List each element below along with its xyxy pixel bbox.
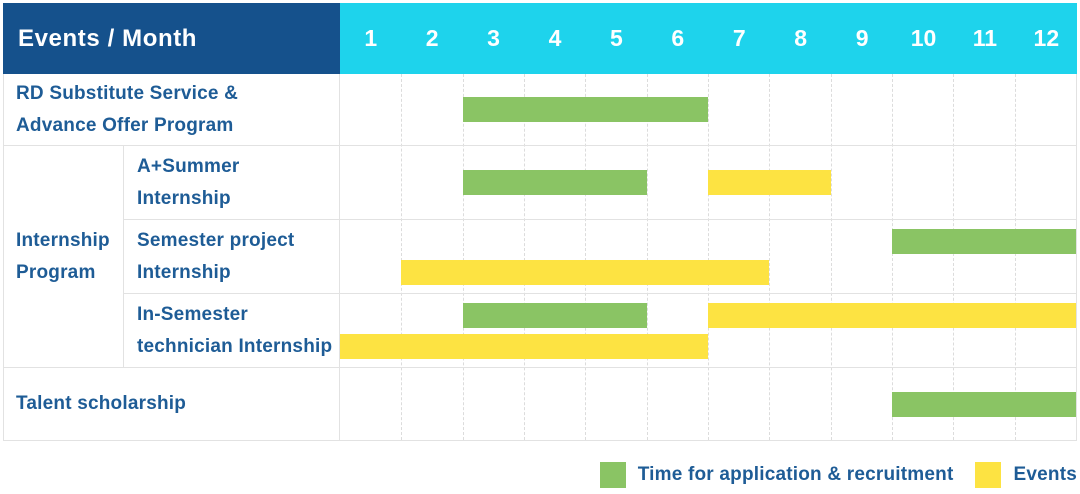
bar-lane-1 — [340, 302, 1076, 328]
bar-events — [708, 170, 831, 195]
table-title: Events / Month — [18, 24, 198, 52]
bar-application — [462, 302, 647, 328]
legend-item-application: Time for application & recruitment — [599, 462, 954, 488]
month-label-12: 12 — [1033, 25, 1060, 51]
legend: Time for application & recruitment Events — [599, 462, 1077, 488]
month-label-8: 8 — [794, 25, 808, 51]
month-label-4: 4 — [548, 25, 562, 51]
month-label-10: 10 — [910, 25, 937, 51]
month-label-7: 7 — [732, 25, 746, 51]
row-label-a-summer-internship: A+Summer Internship — [124, 146, 340, 220]
schedule-table: Events / Month 1 2 3 4 5 6 7 8 9 10 11 12 RD Substi… — [3, 3, 1077, 441]
bar-application — [462, 97, 708, 122]
month-label-11: 11 — [972, 25, 998, 51]
row-label-text: Semester project Internship — [137, 229, 295, 283]
group-cell-internship-program: Internship Program — [4, 146, 124, 368]
row-label-text: RD Substitute Service & Advance Offer Pro… — [16, 82, 239, 136]
table-body: RD Substitute Service & Advance Offer Pro… — [3, 74, 1077, 441]
bar-lane-1 — [340, 228, 1076, 254]
row-label-in-semester-technician-internship: In-Semester technician Internship — [124, 294, 340, 368]
month-label-3: 3 — [487, 25, 500, 51]
group-label: Internship Program — [16, 229, 110, 283]
bar-events — [708, 302, 1076, 328]
header-title-cell: Events / Month — [3, 3, 340, 74]
bar-lane-1 — [340, 391, 1076, 417]
table-header-row: Events / Month 1 2 3 4 5 6 7 8 9 10 11 12 — [3, 3, 1077, 74]
legend-swatch-events — [975, 462, 1002, 488]
legend-item-events: Events — [975, 462, 1077, 488]
chart-cell-row-1 — [340, 74, 1076, 146]
bar-application — [892, 391, 1076, 417]
row-label-text: In-Semester technician Internship — [137, 303, 333, 357]
bar-events — [340, 333, 708, 359]
row-label-text: Talent scholarship — [16, 393, 187, 414]
chart-cell-row-2 — [340, 146, 1076, 220]
month-label-1: 1 — [364, 25, 378, 51]
bar-application — [462, 170, 647, 195]
month-label-5: 5 — [610, 25, 623, 51]
bar-lane-1 — [340, 170, 1076, 195]
bar-events — [401, 259, 770, 285]
chart-cell-row-5 — [340, 368, 1076, 440]
month-header-strip: 1 2 3 4 5 6 7 8 9 10 11 12 — [340, 3, 1077, 74]
bar-lane-2 — [340, 259, 1076, 285]
month-label-6: 6 — [671, 25, 685, 51]
bar-application — [892, 228, 1076, 254]
month-label-9: 9 — [855, 25, 869, 51]
row-label-rd-substitute-service-advance-offer-program: RD Substitute Service & Advance Offer Pro… — [4, 74, 340, 146]
legend-label-events: Events — [1013, 464, 1077, 485]
legend-swatch-application — [599, 462, 626, 488]
month-label-2: 2 — [425, 25, 439, 51]
bar-lane-2 — [340, 333, 1076, 359]
row-label-talent-scholarship: Talent scholarship — [4, 368, 340, 440]
chart-cell-row-4 — [340, 294, 1076, 368]
chart-cell-row-3 — [340, 220, 1076, 294]
legend-label-application: Time for application & recruitment — [637, 464, 954, 485]
row-label-semester-project-internship: Semester project Internship — [124, 220, 340, 294]
bar-lane-1 — [340, 97, 1076, 122]
row-label-text: A+Summer Internship — [137, 155, 240, 209]
